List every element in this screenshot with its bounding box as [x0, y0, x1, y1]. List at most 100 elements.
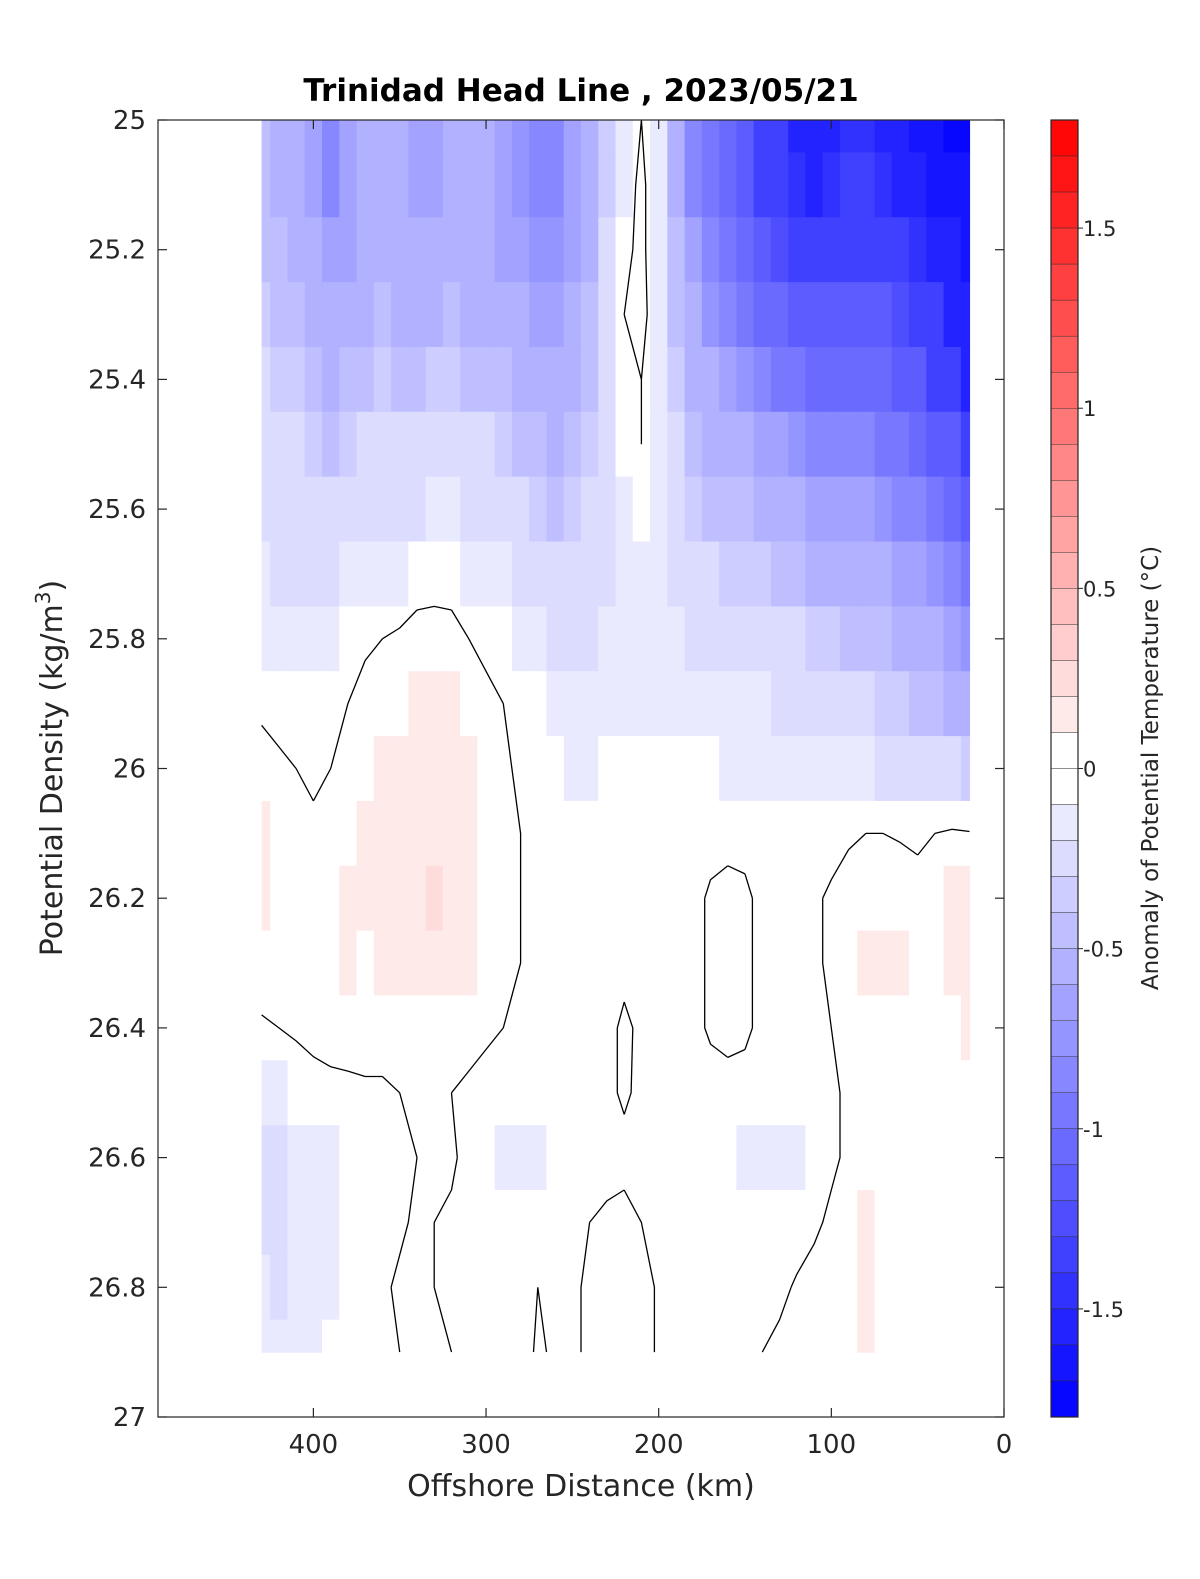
field-cell: [270, 1319, 289, 1353]
field-cell: [650, 217, 668, 283]
field-cell: [581, 282, 599, 348]
field-cell: [356, 152, 375, 218]
field-cell: [460, 282, 479, 348]
field-cell: [356, 671, 375, 737]
field-cell: [563, 476, 582, 543]
field-cell: [943, 282, 962, 348]
field-cell: [373, 282, 392, 348]
field-cell: [598, 1254, 617, 1321]
field-cell: [650, 1125, 668, 1191]
field-cell: [356, 1125, 375, 1191]
field-cell: [736, 217, 755, 283]
field-cell: [857, 1060, 876, 1126]
field-cell: [391, 476, 409, 543]
field-cell: [598, 1060, 617, 1126]
colorbar-band: [1050, 696, 1079, 733]
field-cell: [261, 1254, 271, 1321]
field-cell: [339, 1060, 358, 1126]
field-cell: [909, 930, 927, 997]
field-cell: [960, 995, 971, 1061]
field-cell: [736, 736, 755, 802]
field-cell: [615, 346, 634, 413]
field-cell: [546, 476, 565, 543]
field-cell: [753, 1060, 772, 1126]
colorbar-band: [1050, 155, 1079, 193]
field-cell: [788, 1190, 807, 1256]
field-cell: [753, 736, 772, 802]
field-cell: [442, 541, 461, 607]
field-cell: [598, 736, 617, 802]
field-cell: [460, 671, 479, 737]
field-cell: [926, 1319, 945, 1353]
field-cell: [909, 411, 927, 478]
zero-contour-layer: [261, 119, 970, 1353]
field-cell: [304, 411, 323, 478]
field-cell: [909, 800, 927, 867]
field-cell: [322, 865, 340, 932]
field-cell: [287, 995, 306, 1061]
field-cell: [408, 995, 427, 1061]
field-cell: [261, 1319, 271, 1353]
field-cell: [805, 411, 824, 478]
field-cell: [684, 411, 703, 478]
field-cell: [719, 152, 737, 218]
field-cell: [650, 606, 668, 672]
field-cell: [425, 671, 444, 737]
field-cell: [805, 152, 824, 218]
colorbar-bands: [1050, 119, 1079, 1418]
field-cell: [943, 1125, 962, 1191]
field-cell: [874, 152, 893, 218]
field-cell: [943, 152, 962, 218]
field-cell: [736, 1125, 755, 1191]
field-cell: [304, 282, 323, 348]
field-cell: [563, 671, 582, 737]
field-cell: [684, 606, 703, 672]
field-cell: [926, 1254, 945, 1321]
field-cell: [960, 1254, 971, 1321]
field-cell: [581, 120, 599, 154]
field-cell: [477, 476, 496, 543]
field-cell: [373, 671, 392, 737]
field-cell: [943, 865, 962, 932]
field-cell: [442, 606, 461, 672]
field-cell: [261, 282, 271, 348]
field-cell: [615, 800, 634, 867]
field-cell: [261, 930, 271, 997]
field-cell: [373, 541, 392, 607]
field-cell: [667, 217, 686, 283]
field-cell: [943, 995, 962, 1061]
field-cell: [667, 865, 686, 932]
field-cell: [701, 120, 720, 154]
field-cell: [615, 995, 634, 1061]
field-cell: [373, 476, 392, 543]
field-cell: [805, 671, 824, 737]
field-cell: [805, 930, 824, 997]
field-cell: [356, 217, 375, 283]
field-cell: [667, 1060, 686, 1126]
field-cell: [511, 476, 530, 543]
field-cell: [770, 411, 789, 478]
field-cell: [943, 346, 962, 413]
field-cell: [356, 1190, 375, 1256]
field-cell: [511, 1060, 530, 1126]
field-cell: [960, 1319, 971, 1353]
field-cell: [632, 1319, 651, 1353]
field-cell: [770, 800, 789, 867]
field-cell: [546, 606, 565, 672]
field-cell: [684, 865, 703, 932]
field-cell: [701, 1190, 720, 1256]
field-cell: [304, 671, 323, 737]
colorbar-tick-label: 1: [1083, 397, 1096, 421]
field-cell: [270, 541, 289, 607]
field-cell: [667, 541, 686, 607]
field-cell: [839, 800, 858, 867]
y-tick-label: 25.6: [88, 495, 146, 525]
field-cell: [598, 541, 617, 607]
field-cell: [529, 606, 548, 672]
field-cell: [874, 120, 893, 154]
colorbar-band: [1050, 444, 1079, 481]
field-cell: [857, 1254, 876, 1321]
field-cell: [839, 152, 858, 218]
field-cell: [373, 120, 392, 154]
field-cell: [322, 995, 340, 1061]
